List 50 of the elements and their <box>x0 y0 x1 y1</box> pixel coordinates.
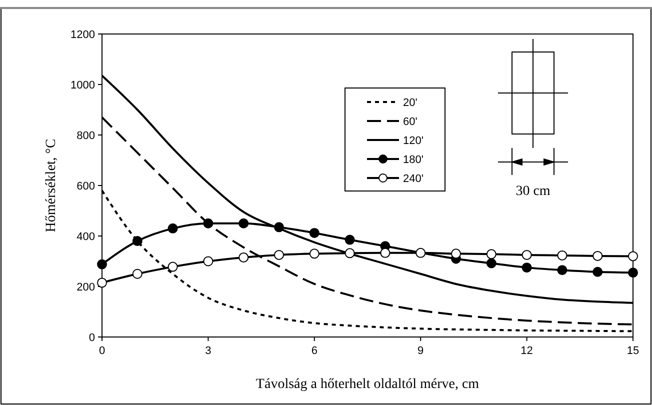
legend-label: 120' <box>403 134 424 147</box>
point <box>97 259 107 270</box>
point <box>132 236 142 246</box>
y-tick-label: 0 <box>88 332 95 344</box>
y-tick-label: 1000 <box>70 79 95 92</box>
point <box>522 262 532 273</box>
x-axis-title: Távolság a hőterhelt oldaltól mérve, cm <box>256 377 480 392</box>
point <box>168 262 178 272</box>
legend-label: 240' <box>403 172 424 185</box>
point <box>168 223 178 234</box>
x-tick-label: 9 <box>418 345 424 357</box>
point <box>451 248 461 259</box>
point <box>557 250 568 260</box>
y-tick-label: 200 <box>76 281 95 294</box>
point <box>309 228 320 238</box>
x-tick-label: 12 <box>520 345 533 357</box>
point <box>628 251 638 262</box>
point <box>486 258 496 268</box>
point <box>522 250 532 260</box>
x-tick-label: 0 <box>98 345 106 357</box>
point <box>97 278 107 288</box>
point <box>309 248 320 259</box>
point <box>132 268 142 279</box>
point <box>274 222 284 232</box>
legend-label: 20' <box>403 96 418 109</box>
point <box>238 218 249 228</box>
x-tick-label: 6 <box>311 345 318 357</box>
point <box>486 249 496 260</box>
y-tick-label: 600 <box>76 180 95 192</box>
y-tick-label: 800 <box>76 130 95 142</box>
point <box>628 268 638 278</box>
point <box>203 218 214 228</box>
point <box>238 252 249 262</box>
point <box>592 250 603 261</box>
point <box>557 265 568 276</box>
x-tick-label: 3 <box>205 345 212 357</box>
point <box>592 266 603 277</box>
legend-label: 60' <box>403 116 418 128</box>
point <box>344 248 355 258</box>
point <box>380 248 390 258</box>
y-tick-label: 1200 <box>70 28 95 41</box>
annotation: 30 cm <box>516 184 550 199</box>
x-tick-label: 15 <box>626 345 640 357</box>
point <box>274 250 284 260</box>
point <box>416 248 426 258</box>
y-tick-label: 400 <box>76 230 95 243</box>
legend-label: 180' <box>403 154 424 166</box>
point <box>203 256 214 266</box>
y-axis-title: Hőmérséklet, °C <box>44 138 59 232</box>
point <box>344 234 355 245</box>
